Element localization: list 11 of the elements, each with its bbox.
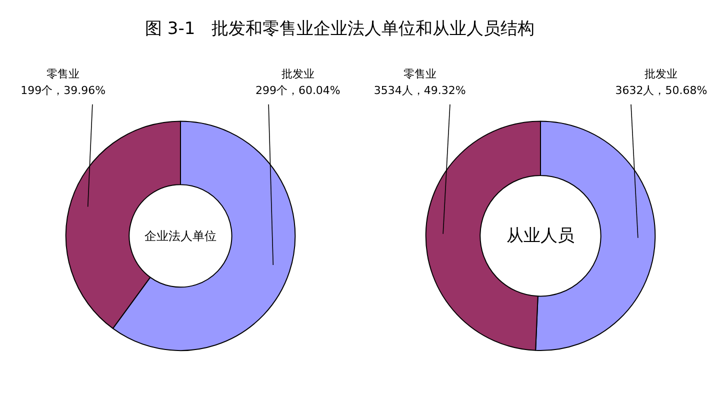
data-label: 299个，60.04% bbox=[255, 84, 340, 98]
data-label: 3632人，50.68% bbox=[615, 84, 708, 98]
text: 企业法人单位 bbox=[144, 228, 216, 243]
slice-label: 零售业 bbox=[403, 67, 436, 80]
chart-title: 图 3-1 批发和零售业企业法人单位和从业人员结构 bbox=[145, 18, 534, 41]
data-label: 199个，39.96% bbox=[20, 84, 106, 98]
slice-label: 批发业 bbox=[644, 67, 678, 80]
text: 从业人员 bbox=[506, 226, 574, 246]
data-label: 3534人，49.32% bbox=[374, 84, 466, 98]
slice-label: 批发业 bbox=[281, 67, 314, 80]
slice-label: 零售业 bbox=[46, 67, 80, 80]
